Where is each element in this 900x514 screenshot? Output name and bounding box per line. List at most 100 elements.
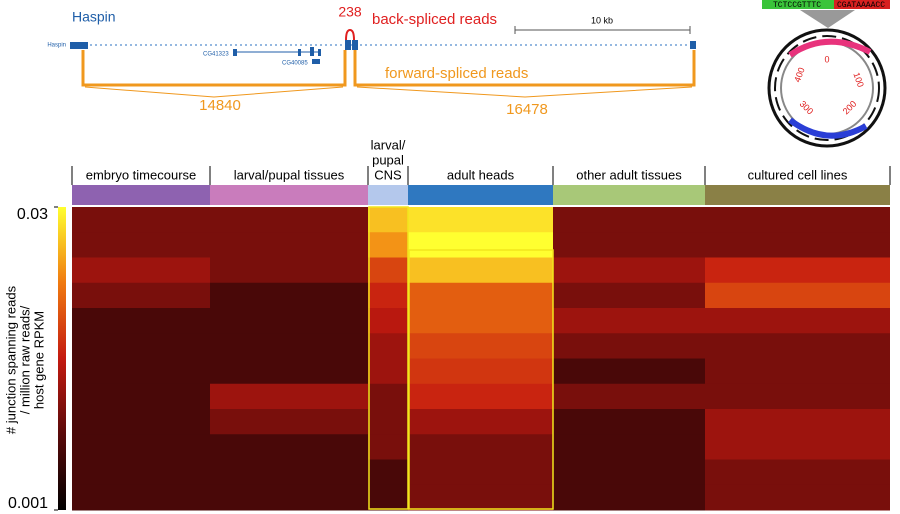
heatmap-cell — [368, 459, 408, 486]
highlight-box — [408, 249, 554, 510]
heatmap-cell — [210, 434, 368, 460]
heatmap-cell — [408, 459, 553, 486]
heatmap-cell — [72, 434, 210, 460]
heatmap-cell — [705, 434, 890, 460]
heatmap-cell — [705, 257, 890, 284]
heatmap-cell — [210, 232, 368, 258]
exon — [690, 41, 696, 49]
exon — [312, 59, 320, 64]
forward-splice-brace — [84, 86, 344, 98]
position: 400 — [792, 66, 807, 84]
heatmap-cell — [368, 308, 408, 334]
heatmap-cell — [72, 308, 210, 334]
heatmap: embryo timecourse larval/pupal tissues lar… — [71, 137, 891, 511]
heatmap-cell — [408, 484, 553, 511]
group-label: larval/pupal tissues — [234, 167, 345, 182]
forward-count: 14840 — [199, 97, 241, 114]
heatmap-cell — [705, 383, 890, 410]
read-arrow — [788, 117, 868, 139]
heatmap-cell — [368, 358, 408, 385]
scale-tick-label: 0.001 — [8, 495, 48, 512]
heatmap-cell — [210, 358, 368, 385]
heatmap-cell — [72, 282, 210, 309]
read-arrow — [788, 38, 872, 58]
heatmap-cell — [705, 484, 890, 511]
sequence: TCTCCGTTTC — [773, 1, 821, 10]
gene-label: Haspin — [72, 9, 116, 25]
exon — [298, 49, 301, 56]
heatmap-cell — [553, 282, 705, 309]
heatmap-cell — [210, 409, 368, 435]
heatmap-cell — [705, 333, 890, 359]
heatmap-cell — [72, 484, 210, 511]
heatmap-cell — [408, 308, 553, 334]
group-label: pupal — [372, 152, 404, 167]
heatmap-cell — [553, 257, 705, 284]
group-label: CNS — [374, 167, 402, 182]
sequence-box — [762, 0, 834, 9]
forward-splice — [353, 50, 696, 87]
heatmap-cell — [553, 409, 705, 435]
heatmap-cell — [408, 207, 553, 233]
heatmap-cell — [553, 434, 705, 460]
exon — [310, 47, 314, 56]
back-splice-arc — [345, 28, 355, 41]
group-strip — [72, 185, 210, 205]
heatmap-cell — [210, 207, 368, 233]
heatmap-cell — [72, 358, 210, 385]
heatmap-cell — [705, 459, 890, 486]
heatmap-cell — [705, 207, 890, 233]
heatmap-cell — [553, 232, 705, 258]
group-strip — [210, 185, 368, 205]
heatmap-cell — [553, 484, 705, 511]
forward-count: 16478 — [506, 101, 548, 118]
heatmap-cell — [553, 358, 705, 385]
zoom-wedge — [800, 10, 855, 28]
heatmap-cell — [368, 207, 408, 233]
heatmap-cell — [72, 383, 210, 410]
heatmap-cell — [705, 232, 890, 258]
forward-splice-brace — [356, 86, 693, 98]
heatmap-cell — [210, 308, 368, 334]
heatmap-cell — [705, 282, 890, 309]
heatmap-cell — [368, 333, 408, 359]
heatmap-cell — [408, 358, 553, 385]
heatmap-cell — [705, 409, 890, 435]
nested-gene-label: CG41323 — [203, 52, 229, 58]
heatmap-cell — [368, 232, 408, 258]
position: 200 — [841, 99, 859, 117]
group-strip — [408, 185, 553, 205]
heatmap-cell — [553, 333, 705, 359]
axis-title: / million raw reads/ — [17, 305, 32, 414]
heatmap-cell — [72, 409, 210, 435]
heatmap-cell — [210, 459, 368, 486]
heatmap-cell — [210, 282, 368, 309]
group-label: larval/ — [371, 137, 406, 152]
position: 300 — [798, 99, 816, 117]
track-label: Haspin — [47, 43, 66, 49]
heatmap-cell — [553, 207, 705, 233]
group-label: other adult tissues — [576, 167, 682, 182]
heatmap-cell — [368, 257, 408, 284]
heatmap-cell — [72, 257, 210, 284]
heatmap-cell — [210, 383, 368, 410]
heatmap-cell — [705, 308, 890, 334]
heatmap-cell — [408, 434, 553, 460]
back-spliced-label: back-spliced reads — [372, 11, 497, 28]
heatmap-cell — [408, 232, 553, 258]
heatmap-cell — [210, 333, 368, 359]
heatmap-cell — [408, 257, 553, 284]
heatmap-cell — [72, 333, 210, 359]
exon — [345, 40, 351, 50]
heatmap-cell — [553, 383, 705, 410]
group-strip — [705, 185, 890, 205]
heatmap-cell — [368, 434, 408, 460]
heatmap-cell — [72, 232, 210, 258]
forward-spliced-label: forward-spliced reads — [385, 65, 528, 82]
heatmap-cell — [705, 358, 890, 385]
circle-outer — [767, 28, 887, 148]
heatmap-cell — [553, 308, 705, 334]
heatmap-cell — [210, 484, 368, 511]
group-label: embryo timecourse — [86, 167, 197, 182]
